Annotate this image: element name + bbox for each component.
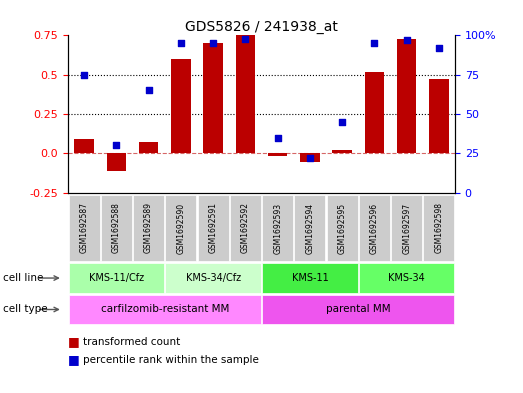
Text: KMS-34/Cfz: KMS-34/Cfz	[186, 273, 241, 283]
Text: GSM1692590: GSM1692590	[176, 202, 185, 253]
Point	[112, 142, 120, 149]
Text: cell type: cell type	[3, 305, 47, 314]
Text: ■: ■	[68, 335, 79, 349]
Bar	[236, 35, 255, 153]
Bar	[107, 153, 126, 171]
Text: percentile rank within the sample: percentile rank within the sample	[83, 354, 258, 365]
Point	[177, 40, 185, 46]
Bar	[429, 79, 449, 153]
Point	[144, 87, 153, 94]
Text: parental MM: parental MM	[326, 305, 391, 314]
Title: GDS5826 / 241938_at: GDS5826 / 241938_at	[185, 20, 338, 34]
Point	[338, 119, 346, 125]
Text: GSM1692595: GSM1692595	[338, 202, 347, 253]
Text: KMS-11: KMS-11	[291, 273, 328, 283]
Text: carfilzomib-resistant MM: carfilzomib-resistant MM	[100, 305, 229, 314]
Point	[241, 35, 249, 42]
Text: GSM1692594: GSM1692594	[305, 202, 314, 253]
Point	[274, 134, 282, 141]
Bar	[74, 139, 94, 153]
Text: GSM1692598: GSM1692598	[435, 202, 444, 253]
Bar	[365, 72, 384, 153]
Text: GSM1692592: GSM1692592	[241, 202, 250, 253]
Bar	[139, 142, 158, 153]
Text: KMS-34: KMS-34	[388, 273, 425, 283]
Text: GSM1692588: GSM1692588	[112, 202, 121, 253]
Bar	[203, 43, 223, 153]
Text: GSM1692591: GSM1692591	[209, 202, 218, 253]
Bar	[300, 153, 320, 162]
Text: GSM1692596: GSM1692596	[370, 202, 379, 253]
Bar	[268, 153, 287, 156]
Text: transformed count: transformed count	[83, 337, 180, 347]
Text: GSM1692593: GSM1692593	[273, 202, 282, 253]
Point	[370, 40, 379, 46]
Text: GSM1692597: GSM1692597	[402, 202, 411, 253]
Point	[435, 45, 443, 51]
Bar	[397, 39, 416, 153]
Point	[403, 37, 411, 43]
Text: ■: ■	[68, 353, 79, 366]
Point	[209, 40, 218, 46]
Bar	[333, 150, 352, 153]
Text: cell line: cell line	[3, 273, 43, 283]
Text: GSM1692589: GSM1692589	[144, 202, 153, 253]
Text: KMS-11/Cfz: KMS-11/Cfz	[89, 273, 144, 283]
Point	[305, 155, 314, 161]
Text: GSM1692587: GSM1692587	[79, 202, 88, 253]
Bar	[171, 59, 190, 153]
Point	[80, 72, 88, 78]
